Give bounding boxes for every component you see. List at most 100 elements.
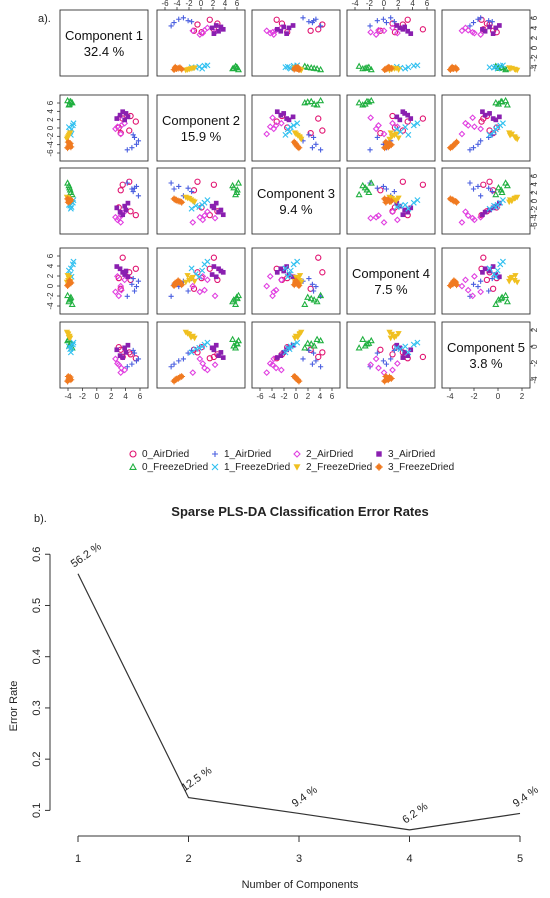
data-point [492, 300, 500, 307]
tick-label: -4 [351, 0, 359, 8]
data-point [232, 190, 240, 198]
data-point [196, 31, 204, 38]
tick-label: -2 [530, 359, 539, 367]
data-point [213, 23, 219, 28]
data-point [301, 300, 309, 307]
data-point [310, 134, 317, 141]
tick-label: -6 [256, 392, 264, 401]
data-point [196, 355, 204, 363]
data-point [112, 125, 119, 133]
data-point [286, 117, 292, 123]
data-point [394, 114, 400, 120]
tick-label: 2 [109, 392, 114, 401]
data-point [218, 207, 224, 213]
data-point [70, 120, 77, 127]
data-point [65, 181, 73, 189]
data-point [68, 98, 76, 106]
data-point [400, 355, 406, 360]
data-point [290, 281, 298, 289]
data-point [273, 16, 280, 23]
data-point [122, 345, 128, 351]
matrix-cell-1-3 [251, 9, 341, 77]
data-point [180, 356, 187, 362]
tick-label: -2 [280, 392, 288, 401]
data-point [132, 265, 139, 272]
data-point [380, 219, 388, 226]
legend-marker [376, 451, 382, 457]
tick-label: 6 [46, 253, 55, 258]
data-point [453, 138, 460, 146]
data-point [67, 349, 74, 356]
data-point [458, 27, 466, 35]
data-point [263, 130, 271, 138]
data-point [380, 130, 388, 138]
legend-item: 2_AirDried [293, 449, 353, 460]
data-point [395, 135, 402, 142]
matrix-cell-2-3 [251, 94, 341, 162]
data-point [400, 212, 406, 218]
legend-label: 3_AirDried [388, 449, 435, 460]
matrix-cell-1-1: Component 132.4 % [59, 9, 149, 77]
data-point [124, 180, 130, 186]
data-point [185, 288, 191, 294]
data-point [309, 281, 315, 287]
data-point [171, 63, 179, 71]
data-point [188, 265, 195, 272]
legend-label: 1_AirDried [224, 449, 271, 460]
data-point [294, 376, 302, 384]
data-point [382, 198, 390, 206]
data-point [115, 361, 123, 369]
legend: 0_AirDried 1_AirDried 2_AirDried 3_AirDried… [129, 449, 454, 473]
data-point [274, 355, 280, 360]
data-point [482, 209, 488, 215]
data-point [263, 27, 271, 35]
data-point [213, 342, 219, 348]
data-point [68, 344, 75, 351]
data-point [502, 65, 510, 73]
tick-label: -2 [366, 0, 374, 8]
data-point [490, 31, 496, 36]
data-point [393, 204, 400, 210]
component-variance: 9.4 % [279, 202, 313, 217]
data-point [491, 128, 498, 135]
data-point [480, 254, 487, 261]
data-point [185, 350, 191, 356]
data-point [393, 216, 401, 224]
data-point [287, 124, 294, 131]
data-point [64, 138, 72, 146]
matrix-cell-5-3 [251, 321, 341, 389]
data-point [477, 125, 485, 133]
legend-label: 1_FreezeDried [224, 462, 290, 473]
data-point [117, 369, 125, 376]
data-point [131, 185, 138, 191]
data-point [129, 281, 135, 287]
data-point [462, 208, 469, 216]
data-point [497, 23, 502, 28]
data-point [405, 349, 412, 356]
data-point [64, 273, 71, 279]
data-point [372, 31, 380, 38]
y-tick-label: 0.4 [31, 649, 43, 664]
tick-label: 2 [46, 117, 55, 122]
data-point [117, 266, 123, 272]
data-point [493, 117, 499, 123]
data-point [503, 181, 511, 189]
data-point [487, 111, 492, 116]
data-point [216, 353, 221, 358]
data-point [216, 28, 221, 34]
data-point [124, 147, 130, 153]
data-point [281, 350, 287, 355]
data-point [233, 340, 241, 347]
data-point [499, 197, 506, 204]
data-point [117, 130, 125, 138]
data-point [67, 143, 75, 151]
data-point [478, 15, 484, 21]
data-point [503, 297, 511, 305]
data-point [115, 292, 123, 300]
data-point [233, 294, 241, 302]
data-point [402, 201, 409, 208]
data-point [319, 21, 326, 28]
component-variance: 3.8 % [469, 356, 503, 371]
data-point [115, 214, 123, 222]
legend-item: 2_FreezeDried [293, 462, 372, 473]
